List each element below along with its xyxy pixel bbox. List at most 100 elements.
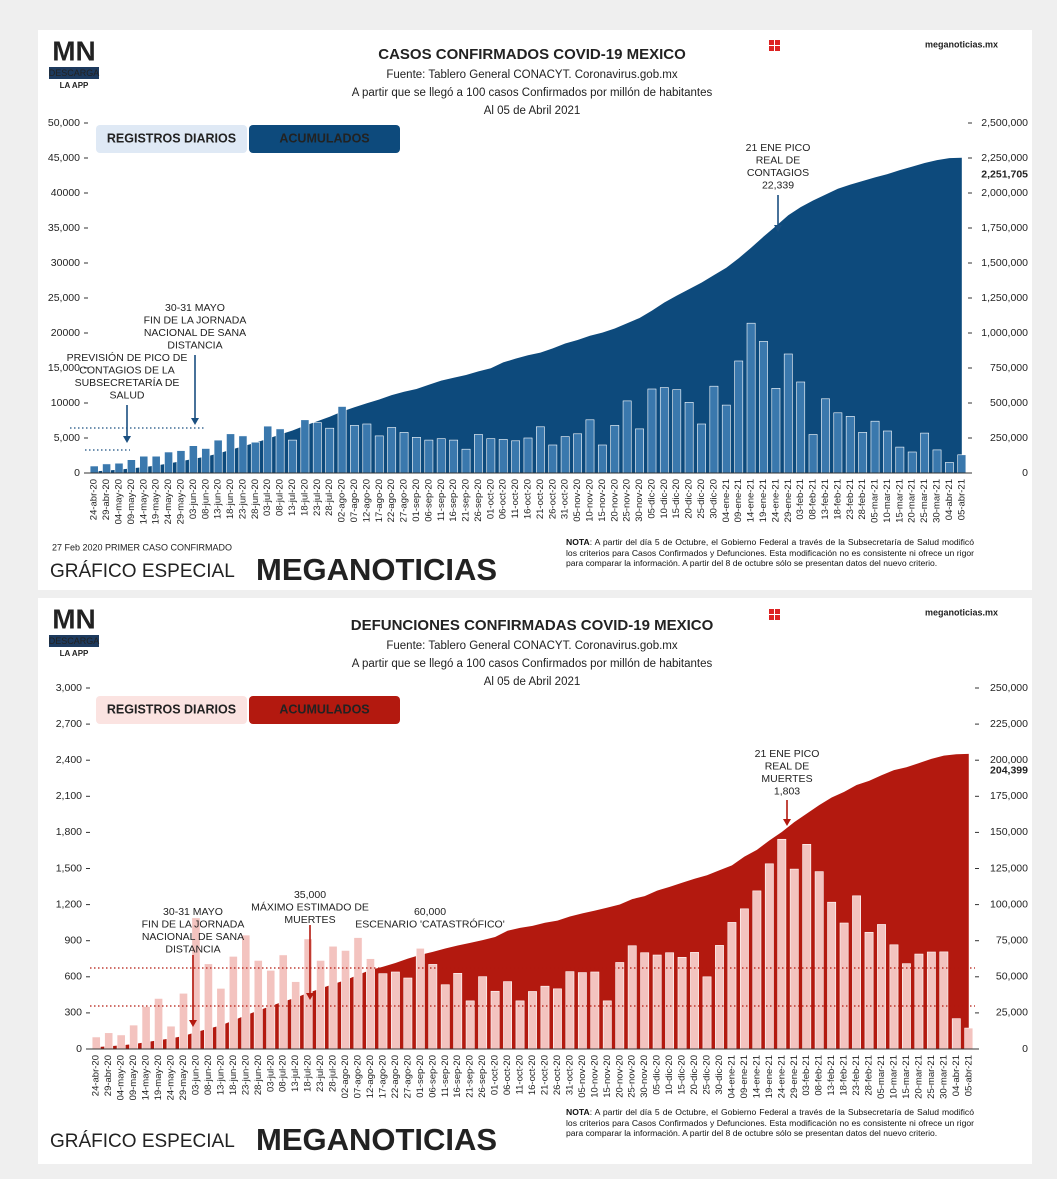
x-tick-label: 01-sep-20 (415, 1055, 426, 1098)
y-tick-label: 35,000 (48, 222, 80, 234)
bar (428, 964, 438, 1050)
note: NOTA: A partir del día 5 de Octubre, el … (566, 1107, 974, 1139)
bar (515, 1000, 525, 1050)
legend-button[interactable] (249, 125, 400, 153)
x-tick-label: 17-ago-20 (377, 1055, 388, 1098)
x-tick-label: 03-jul-20 (262, 479, 273, 516)
bar (659, 387, 669, 474)
annotation: 22,339 (762, 179, 794, 191)
x-tick-label: 22-ago-20 (386, 479, 397, 522)
legend-button[interactable] (96, 696, 247, 724)
legend-label: ACUMULADOS (279, 702, 369, 716)
x-tick-label: 25-dic-20 (696, 479, 707, 519)
x-tick-label: 05-dic-20 (646, 479, 657, 519)
bar (486, 438, 496, 474)
bar (548, 444, 558, 474)
bar (577, 972, 587, 1050)
x-tick-label: 25-nov-20 (622, 479, 633, 522)
bar (727, 922, 737, 1050)
x-tick-label: 07-ago-20 (353, 1055, 364, 1098)
bar (503, 981, 512, 1050)
bar (300, 419, 310, 474)
bar (789, 868, 799, 1050)
y-tick-label: 300 (64, 1007, 82, 1019)
bar (858, 432, 868, 474)
legend-label: ACUMULADOS (279, 131, 369, 145)
chart-subtitle: Al 05 de Abril 2021 (484, 676, 581, 688)
legend-button[interactable] (96, 125, 247, 153)
bar (366, 958, 375, 1050)
x-tick-label: 09-ene-21 (733, 479, 744, 522)
x-tick-label: 08-feb-21 (808, 479, 819, 520)
x-tick-label: 10-mar-21 (882, 479, 893, 523)
x-tick-label: 04-ene-21 (721, 479, 732, 522)
y2-tick-label: 175,000 (990, 790, 1028, 802)
bar (465, 1000, 475, 1050)
x-tick-label: 06-sep-20 (423, 479, 434, 522)
x-tick-label: 06-oct-20 (498, 479, 509, 519)
y-tick-label: 2,100 (56, 790, 82, 802)
x-tick-label: 23-jun-20 (237, 479, 248, 519)
y-tick-label: 1,800 (56, 826, 82, 838)
logo-app: LA APP (60, 649, 89, 658)
bar (316, 960, 326, 1050)
icon (769, 40, 780, 620)
x-tick-label: 06-oct-20 (502, 1055, 513, 1095)
annotation: MUERTES (284, 914, 335, 926)
x-tick-label: 08-feb-21 (814, 1055, 825, 1096)
chart-subtitle: Fuente: Tablero General CONACYT. Coronav… (386, 640, 678, 652)
x-tick-label: 20-nov-20 (614, 1055, 625, 1098)
bar (734, 360, 744, 474)
x-tick-label: 03-feb-21 (801, 1055, 812, 1096)
bar (399, 432, 409, 474)
x-tick-label: 11-oct-20 (515, 1055, 526, 1094)
y2-tick-label: 75,000 (996, 934, 1028, 946)
bar (783, 353, 793, 474)
x-tick-label: 05-nov-20 (572, 479, 583, 522)
x-tick-label: 08-jun-20 (203, 1055, 214, 1095)
logo-tag-box (49, 635, 99, 647)
x-tick-label: 23-jul-20 (315, 1055, 326, 1092)
bar (440, 984, 450, 1050)
bar (201, 448, 211, 474)
bar (449, 439, 459, 474)
annotation: 35,000 (294, 889, 326, 901)
x-tick-label: 28-feb-21 (857, 479, 868, 520)
x-tick-label: 24-abr-20 (91, 1055, 102, 1096)
bar (241, 934, 251, 1050)
x-tick-label: 10-dic-20 (659, 479, 670, 519)
x-tick-label: 16-sep-20 (452, 1055, 463, 1098)
bar (573, 433, 582, 474)
x-tick-label: 13-jun-20 (215, 1055, 226, 1095)
bar (278, 954, 288, 1050)
chart-subtitle: A partir que se llegó a 100 casos Confir… (352, 87, 713, 99)
x-tick-label: 28-feb-21 (864, 1055, 875, 1096)
x-tick-label: 10-mar-21 (888, 1055, 899, 1099)
area (96, 753, 969, 1049)
y-tick-label: 1,500 (56, 862, 82, 874)
legend-button[interactable] (249, 696, 400, 724)
note: NOTA: A partir del día 5 de Octubre, el … (566, 537, 974, 569)
y2-tick-label: 1,500,000 (981, 257, 1028, 269)
x-tick-label: 22-ago-20 (390, 1055, 401, 1098)
y2-tick-label: 100,000 (990, 898, 1028, 910)
y2-tick-label: 200,000 (990, 754, 1028, 766)
y-tick-label: 0 (76, 1043, 82, 1055)
x-tick-label: 20-mar-21 (913, 1055, 924, 1099)
x-tick-label: 03-jul-20 (265, 1055, 276, 1092)
x-tick-label: 04-may-20 (116, 1055, 127, 1100)
y2-tick-label: 2,000,000 (981, 187, 1028, 199)
y-tick-label: 20000 (51, 327, 80, 339)
bar (378, 973, 388, 1050)
bar (721, 404, 731, 474)
note-label: NOTA (566, 1107, 590, 1117)
x-tick-label: 03-jun-20 (190, 1055, 201, 1095)
x-tick-label: 07-ago-20 (349, 479, 360, 522)
bar (652, 954, 662, 1050)
bar (697, 423, 706, 474)
x-tick-label: 28-jun-20 (250, 479, 261, 519)
x-tick-label: 23-jul-20 (312, 479, 323, 516)
x-tick-label: 09-ene-21 (739, 1055, 750, 1098)
area (94, 157, 962, 474)
bar (672, 389, 682, 474)
